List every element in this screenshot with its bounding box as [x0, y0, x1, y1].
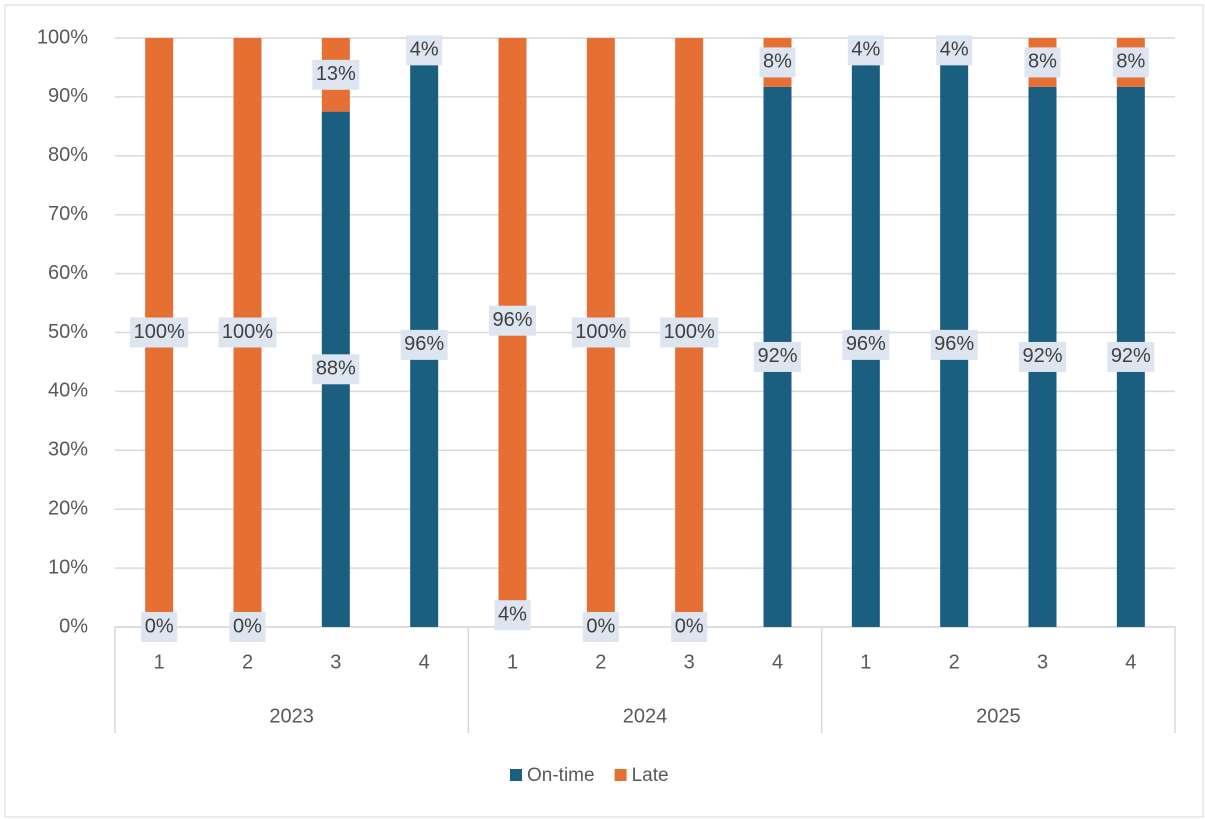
- data-label: 96%: [846, 333, 886, 355]
- data-label: 96%: [404, 333, 444, 355]
- data-label: 92%: [1111, 345, 1151, 367]
- data-label-box: [130, 317, 189, 348]
- data-label-box: [571, 317, 630, 348]
- data-label: 100%: [222, 321, 273, 343]
- x-tick-label: 1: [860, 651, 871, 673]
- x-tick-label: 4: [419, 651, 430, 673]
- group-label: 2023: [269, 705, 314, 727]
- y-tick-label: 70%: [48, 203, 88, 225]
- x-tick-label: 3: [330, 651, 341, 673]
- y-tick-label: 80%: [48, 144, 88, 166]
- data-label: 8%: [1116, 51, 1145, 73]
- data-label: 4%: [940, 39, 969, 61]
- data-label-box: [930, 329, 978, 360]
- x-tick-label: 4: [1125, 651, 1136, 673]
- x-tick-label: 2: [595, 651, 606, 673]
- data-label: 4%: [851, 39, 880, 61]
- y-tick-label: 50%: [48, 321, 88, 343]
- y-tick-label: 60%: [48, 262, 88, 284]
- data-label: 96%: [934, 333, 974, 355]
- x-tick-label: 1: [507, 651, 518, 673]
- data-label: 4%: [498, 604, 527, 626]
- data-label-box: [489, 305, 536, 336]
- data-label: 0%: [675, 615, 704, 637]
- x-tick-label: 2: [949, 651, 960, 673]
- data-label-box: [847, 35, 884, 66]
- data-label-box: [312, 354, 360, 385]
- y-tick-label: 100%: [37, 26, 88, 48]
- data-label: 100%: [664, 321, 715, 343]
- group-label: 2024: [623, 705, 668, 727]
- x-tick-label: 4: [772, 651, 783, 673]
- legend-swatch: [510, 769, 522, 781]
- x-tick-label: 3: [684, 651, 695, 673]
- data-label: 8%: [1028, 51, 1057, 73]
- group-label: 2025: [976, 705, 1021, 727]
- data-label-box: [842, 329, 890, 360]
- data-label-box: [660, 317, 719, 348]
- data-label-box: [141, 612, 178, 642]
- data-label: 0%: [145, 615, 174, 637]
- data-label-box: [1107, 341, 1155, 372]
- data-label: 88%: [316, 358, 356, 380]
- legend-label: On-time: [527, 765, 595, 786]
- data-label-box: [759, 47, 796, 78]
- data-label-box: [582, 612, 619, 642]
- legend-label: Late: [632, 765, 669, 786]
- data-label-box: [1024, 47, 1061, 78]
- data-label: 4%: [410, 39, 439, 61]
- data-label: 96%: [492, 309, 532, 331]
- data-label: 0%: [586, 615, 615, 637]
- data-label-box: [754, 341, 801, 372]
- data-label: 100%: [134, 321, 185, 343]
- x-tick-label: 3: [1037, 651, 1048, 673]
- data-label-box: [400, 329, 448, 360]
- data-label-box: [494, 600, 531, 631]
- y-tick-label: 20%: [48, 497, 88, 519]
- data-label-box: [1112, 47, 1149, 78]
- data-label: 0%: [233, 615, 262, 637]
- data-label: 13%: [316, 63, 356, 85]
- data-label-box: [1019, 341, 1066, 372]
- data-label-box: [229, 612, 266, 642]
- data-label: 92%: [1022, 345, 1062, 367]
- y-tick-label: 10%: [48, 556, 88, 578]
- y-tick-label: 40%: [48, 380, 88, 402]
- data-label: 100%: [575, 321, 626, 343]
- y-tick-label: 0%: [59, 615, 88, 637]
- legend-swatch: [614, 769, 627, 781]
- data-label-box: [936, 35, 973, 66]
- y-tick-label: 90%: [48, 85, 88, 107]
- data-label-box: [218, 317, 277, 348]
- data-label-box: [312, 59, 360, 90]
- data-label: 8%: [763, 51, 792, 73]
- y-tick-label: 30%: [48, 439, 88, 461]
- data-label-box: [671, 612, 708, 642]
- x-tick-label: 1: [154, 651, 165, 673]
- data-label: 92%: [757, 345, 797, 367]
- data-label-box: [406, 35, 443, 66]
- x-tick-label: 2: [242, 651, 253, 673]
